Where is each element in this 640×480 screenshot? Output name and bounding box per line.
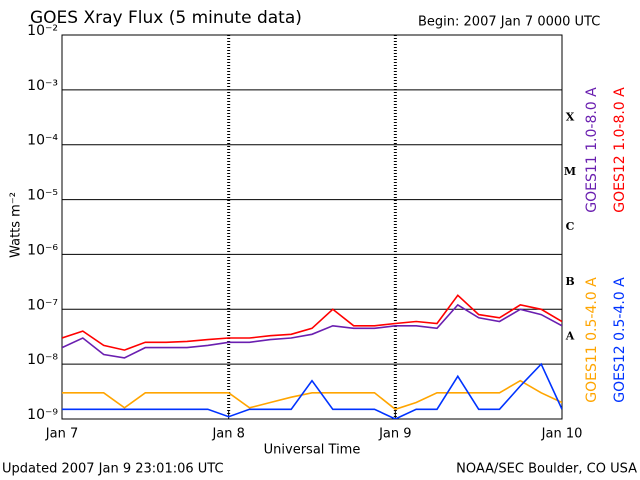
y-tick-label: 10⁻⁶ xyxy=(27,242,58,258)
legend-label: GOES12 0.5-4.0 A xyxy=(612,277,628,403)
flare-class-label: M xyxy=(564,165,576,178)
legend-label: GOES11 0.5-4.0 A xyxy=(584,277,600,403)
chart-subtitle: Begin: 2007 Jan 7 0000 UTC xyxy=(418,15,600,30)
flare-class-label: X xyxy=(566,110,575,123)
series-line xyxy=(62,379,562,411)
y-tick-label: 10⁻⁷ xyxy=(27,297,58,313)
series-line xyxy=(62,303,562,359)
y-tick-label: 10⁻⁹ xyxy=(27,407,58,423)
x-tick-label: Jan 7 xyxy=(45,427,78,442)
x-tick-label: Jan 8 xyxy=(211,427,244,442)
flare-class-label: B xyxy=(565,275,574,288)
y-tick-label: 10⁻⁸ xyxy=(27,352,58,368)
flare-class-label: A xyxy=(565,330,575,343)
series-line xyxy=(62,362,562,419)
y-axis-label: Watts m⁻² xyxy=(9,192,24,258)
y-tick-label: 10⁻⁵ xyxy=(27,188,58,204)
chart-title: GOES Xray Flux (5 minute data) xyxy=(30,8,302,28)
y-tick-label: 10⁻⁴ xyxy=(27,133,58,149)
flare-class-label: C xyxy=(566,220,575,233)
legend-label: GOES12 1.0-8.0 A xyxy=(612,87,628,213)
footer-right: NOAA/SEC Boulder, CO USA xyxy=(456,462,637,477)
x-tick-label: Jan 10 xyxy=(541,427,583,442)
y-tick-label: 10⁻² xyxy=(27,23,58,39)
y-tick-label: 10⁻³ xyxy=(27,78,58,94)
x-axis-label: Universal Time xyxy=(264,443,361,458)
footer-left: Updated 2007 Jan 9 23:01:06 UTC xyxy=(2,462,224,477)
plot-area xyxy=(62,294,562,419)
legend-label: GOES11 1.0-8.0 A xyxy=(584,87,600,213)
plot-frame xyxy=(61,34,563,420)
x-tick-label: Jan 9 xyxy=(378,427,411,442)
series-line xyxy=(62,294,562,351)
